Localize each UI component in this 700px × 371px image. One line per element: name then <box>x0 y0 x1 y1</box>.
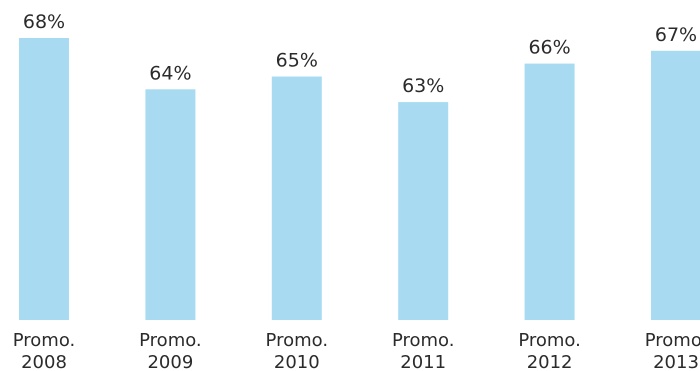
category-label-line1: Promo. <box>139 330 202 351</box>
category-label-2009: Promo. 2009 <box>139 330 202 371</box>
category-label-2008: Promo. 2008 <box>13 330 76 371</box>
category-label-line2: 2008 <box>21 352 67 371</box>
category-label-line2: 2013 <box>653 352 699 371</box>
value-label-2012: 66% <box>528 37 570 59</box>
category-label-2011: Promo. 2011 <box>392 330 455 371</box>
value-label-2013: 67% <box>655 24 697 46</box>
category-label-line1: Promo. <box>266 330 329 351</box>
category-label-2013: Promo.2013 <box>645 330 700 371</box>
category-label-line2: 2012 <box>527 352 573 371</box>
category-label-line1: Promo. <box>518 330 581 351</box>
category-label-line2: 2009 <box>147 352 193 371</box>
bars-group <box>19 38 700 321</box>
category-label-line1: Promo. <box>13 330 76 351</box>
category-label-line2: 2011 <box>400 352 446 371</box>
value-label-2008: 68% <box>23 11 65 33</box>
bar-2009 <box>145 89 196 320</box>
bar-2013 <box>651 50 700 321</box>
category-label-2012: Promo. 2012 <box>518 330 581 371</box>
bar-2010 <box>271 76 322 320</box>
category-label-line1: Promo. <box>392 330 455 351</box>
value-label-2009: 64% <box>149 62 191 84</box>
value-labels-group: 68% 64% 65% 63% 66% 67% <box>23 11 697 97</box>
value-label-2011: 63% <box>402 75 444 97</box>
bar-2012 <box>524 63 575 320</box>
bar-2008 <box>19 38 69 320</box>
category-label-line1: Promo. <box>645 330 700 351</box>
value-label-2010: 65% <box>276 50 318 72</box>
bar-2011 <box>398 102 449 320</box>
category-label-2010: Promo. 2010 <box>266 330 329 371</box>
category-label-line2: 2010 <box>274 352 320 371</box>
